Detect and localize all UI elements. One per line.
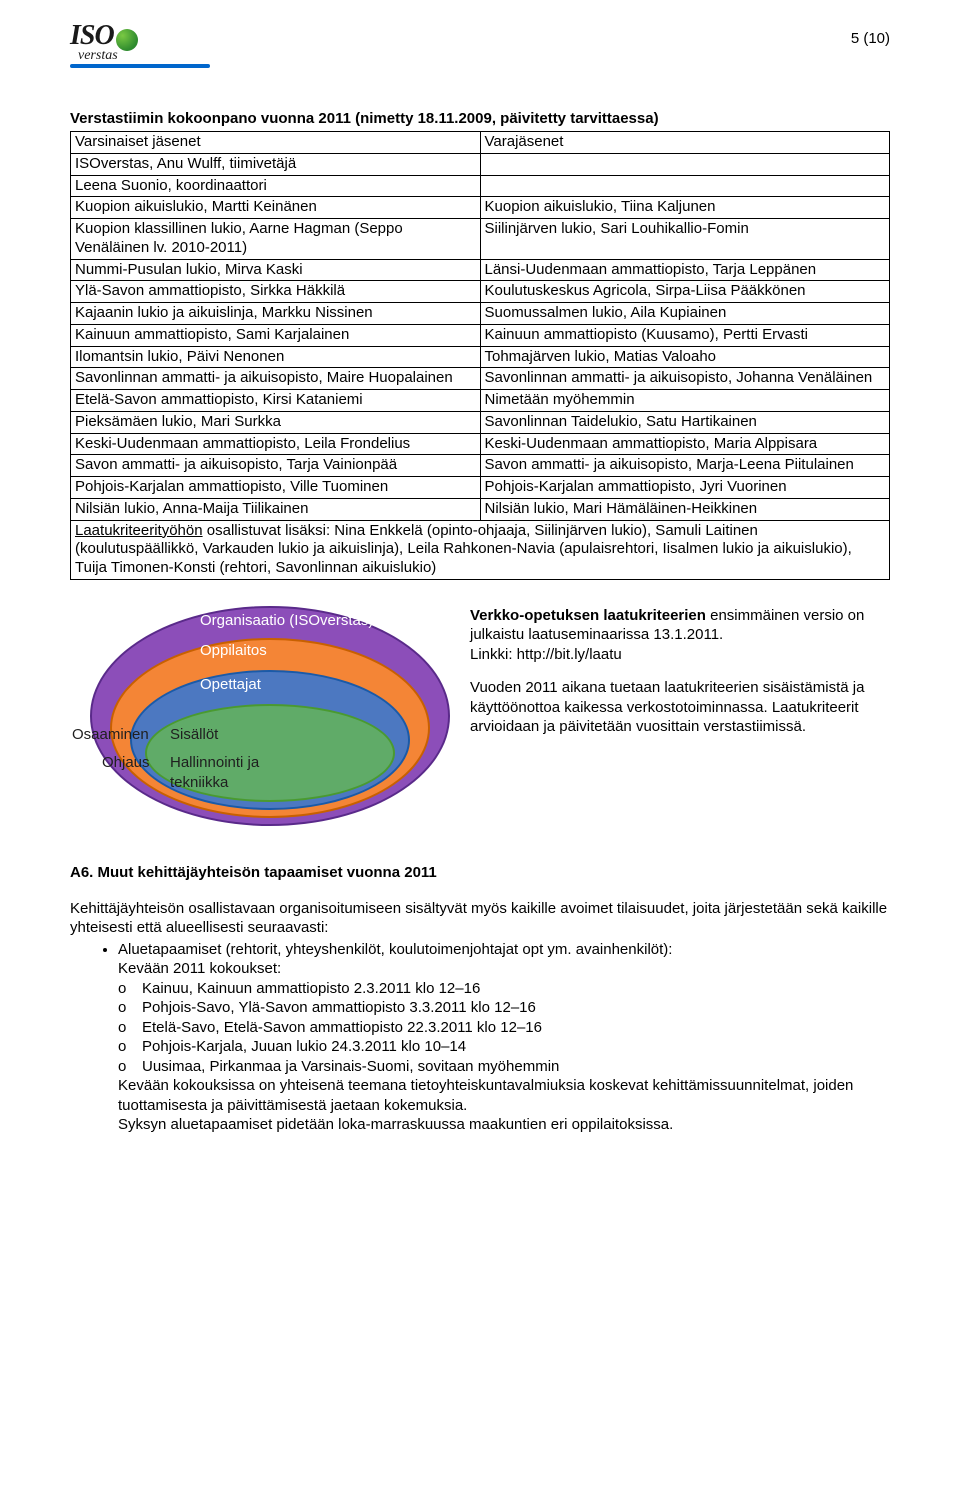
section-title-text: Verstastiimin kokoonpano vuonna 2011 (ni… bbox=[70, 110, 659, 127]
table-cell: Kainuun ammattiopisto (Kuusamo), Pertti … bbox=[480, 324, 890, 346]
diagram-label-inst: Oppilaitos bbox=[200, 642, 267, 659]
logo: ISO verstas bbox=[70, 20, 210, 90]
a6-body: Kehittäjäyhteisön osallistavaan organiso… bbox=[70, 899, 890, 1135]
table-cell: Savon ammatti- ja aikuisopisto, Marja-Le… bbox=[480, 455, 890, 477]
table-cell: Savonlinnan ammatti- ja aikuisopisto, Ma… bbox=[71, 368, 481, 390]
diagram-label-sisallot: Sisällöt bbox=[170, 726, 218, 743]
col-header-deputy: Varajäsenet bbox=[480, 132, 890, 154]
table-cell: Pohjois-Karjalan ammattiopisto, Jyri Vuo… bbox=[480, 477, 890, 499]
table-cell: Kajaanin lukio ja aikuislinja, Markku Ni… bbox=[71, 303, 481, 325]
table-cell: Nilsiän lukio, Mari Hämäläinen-Heikkinen bbox=[480, 498, 890, 520]
a6-sub-item: Kainuu, Kainuun ammattiopisto 2.3.2011 k… bbox=[118, 979, 890, 999]
a6-bullet: Aluetapaamiset (rehtorit, yhteyshenkilöt… bbox=[118, 940, 890, 1135]
table-cell: Ilomantsin lukio, Päivi Nenonen bbox=[71, 346, 481, 368]
table-cell: Siilinjärven lukio, Sari Louhikallio-Fom… bbox=[480, 219, 890, 260]
table-cell: Savonlinnan Taidelukio, Satu Hartikainen bbox=[480, 411, 890, 433]
a6-bullet-line1: Aluetapaamiset (rehtorit, yhteyshenkilöt… bbox=[118, 941, 672, 958]
table-cell: Koulutuskeskus Agricola, Sirpa-Liisa Pää… bbox=[480, 281, 890, 303]
section-title: Verstastiimin kokoonpano vuonna 2011 (ni… bbox=[70, 110, 890, 127]
table-cell bbox=[480, 153, 890, 175]
a6-bullet-line2: Kevään 2011 kokoukset: bbox=[118, 960, 281, 977]
table-cell: Nilsiän lukio, Anna-Maija Tiilikainen bbox=[71, 498, 481, 520]
logo-globe-icon bbox=[116, 29, 138, 51]
table-cell: Leena Suonio, koordinaattori bbox=[71, 175, 481, 197]
criteria-diagram: Organisaatio (ISOverstas) Oppilaitos Ope… bbox=[70, 606, 450, 836]
diagram-label-ohjaus: Ohjaus bbox=[102, 754, 150, 771]
table-cell: Länsi-Uudenmaan ammattiopisto, Tarja Lep… bbox=[480, 259, 890, 281]
a6-sub-item: Pohjois-Karjala, Juuan lukio 24.3.2011 k… bbox=[118, 1037, 890, 1057]
criteria-paragraph: Verkko-opetuksen laatukriteerien ensimmä… bbox=[470, 606, 890, 751]
diagram-label-hall1: Hallinnointi ja bbox=[170, 754, 259, 771]
diagram-label-hall2: tekniikka bbox=[170, 774, 228, 791]
table-cell: Keski-Uudenmaan ammattiopisto, Maria Alp… bbox=[480, 433, 890, 455]
diagram-label-osaaminen: Osaaminen bbox=[72, 726, 149, 743]
table-cell: Etelä-Savon ammattiopisto, Kirsi Katanie… bbox=[71, 390, 481, 412]
table-cell: Nimetään myöhemmin bbox=[480, 390, 890, 412]
logo-text-iso: ISO bbox=[70, 20, 114, 51]
members-table: Varsinaiset jäsenet Varajäsenet ISOverst… bbox=[70, 131, 890, 580]
logo-text-verstas: verstas bbox=[78, 48, 210, 64]
table-cell: Pieksämäen lukio, Mari Surkka bbox=[71, 411, 481, 433]
table-cell: Savon ammatti- ja aikuisopisto, Tarja Va… bbox=[71, 455, 481, 477]
diagram-label-teachers: Opettajat bbox=[200, 676, 261, 693]
a6-sub-item: Etelä-Savo, Etelä-Savon ammattiopisto 22… bbox=[118, 1018, 890, 1038]
a6-sub-item: Uusimaa, Pirkanmaa ja Varsinais-Suomi, s… bbox=[118, 1057, 890, 1077]
a6-sub-item: Pohjois-Savo, Ylä-Savon ammattiopisto 3.… bbox=[118, 998, 890, 1018]
a6-after1: Kevään kokouksissa on yhteisenä teemana … bbox=[118, 1077, 853, 1114]
criteria-link[interactable]: Linkki: http://bit.ly/laatu bbox=[470, 646, 622, 663]
criteria-bold: Verkko-opetuksen laatukriteerien bbox=[470, 607, 706, 624]
table-cell: Savonlinnan ammatti- ja aikuisopisto, Jo… bbox=[480, 368, 890, 390]
table-cell: Nummi-Pusulan lukio, Mirva Kaski bbox=[71, 259, 481, 281]
section-a6-title: A6. Muut kehittäjäyhteisön tapaamiset vu… bbox=[70, 864, 890, 881]
table-cell: Tohmajärven lukio, Matias Valoaho bbox=[480, 346, 890, 368]
table-cell: ISOverstas, Anu Wulff, tiimivetäjä bbox=[71, 153, 481, 175]
table-cell: Keski-Uudenmaan ammattiopisto, Leila Fro… bbox=[71, 433, 481, 455]
table-cell: Kuopion klassillinen lukio, Aarne Hagman… bbox=[71, 219, 481, 260]
col-header-primary: Varsinaiset jäsenet bbox=[71, 132, 481, 154]
table-cell: Kainuun ammattiopisto, Sami Karjalainen bbox=[71, 324, 481, 346]
page-number: 5 (10) bbox=[851, 30, 890, 47]
table-cell bbox=[480, 175, 890, 197]
logo-underline bbox=[70, 64, 210, 68]
table-cell: Pohjois-Karjalan ammattiopisto, Ville Tu… bbox=[71, 477, 481, 499]
table-cell: Ylä-Savon ammattiopisto, Sirkka Häkkilä bbox=[71, 281, 481, 303]
a6-intro: Kehittäjäyhteisön osallistavaan organiso… bbox=[70, 900, 887, 937]
criteria-p2: Vuoden 2011 aikana tuetaan laatukriteeri… bbox=[470, 678, 890, 737]
diagram-label-org: Organisaatio (ISOverstas) bbox=[200, 612, 373, 629]
a6-after2: Syksyn aluetapaamiset pidetään loka-marr… bbox=[118, 1116, 673, 1133]
table-cell: Kuopion aikuislukio, Martti Keinänen bbox=[71, 197, 481, 219]
table-cell: Kuopion aikuislukio, Tiina Kaljunen bbox=[480, 197, 890, 219]
table-footnote: Laatukriteerityöhön Laatukriteerityöhön … bbox=[71, 520, 890, 579]
table-cell: Suomussalmen lukio, Aila Kupiainen bbox=[480, 303, 890, 325]
